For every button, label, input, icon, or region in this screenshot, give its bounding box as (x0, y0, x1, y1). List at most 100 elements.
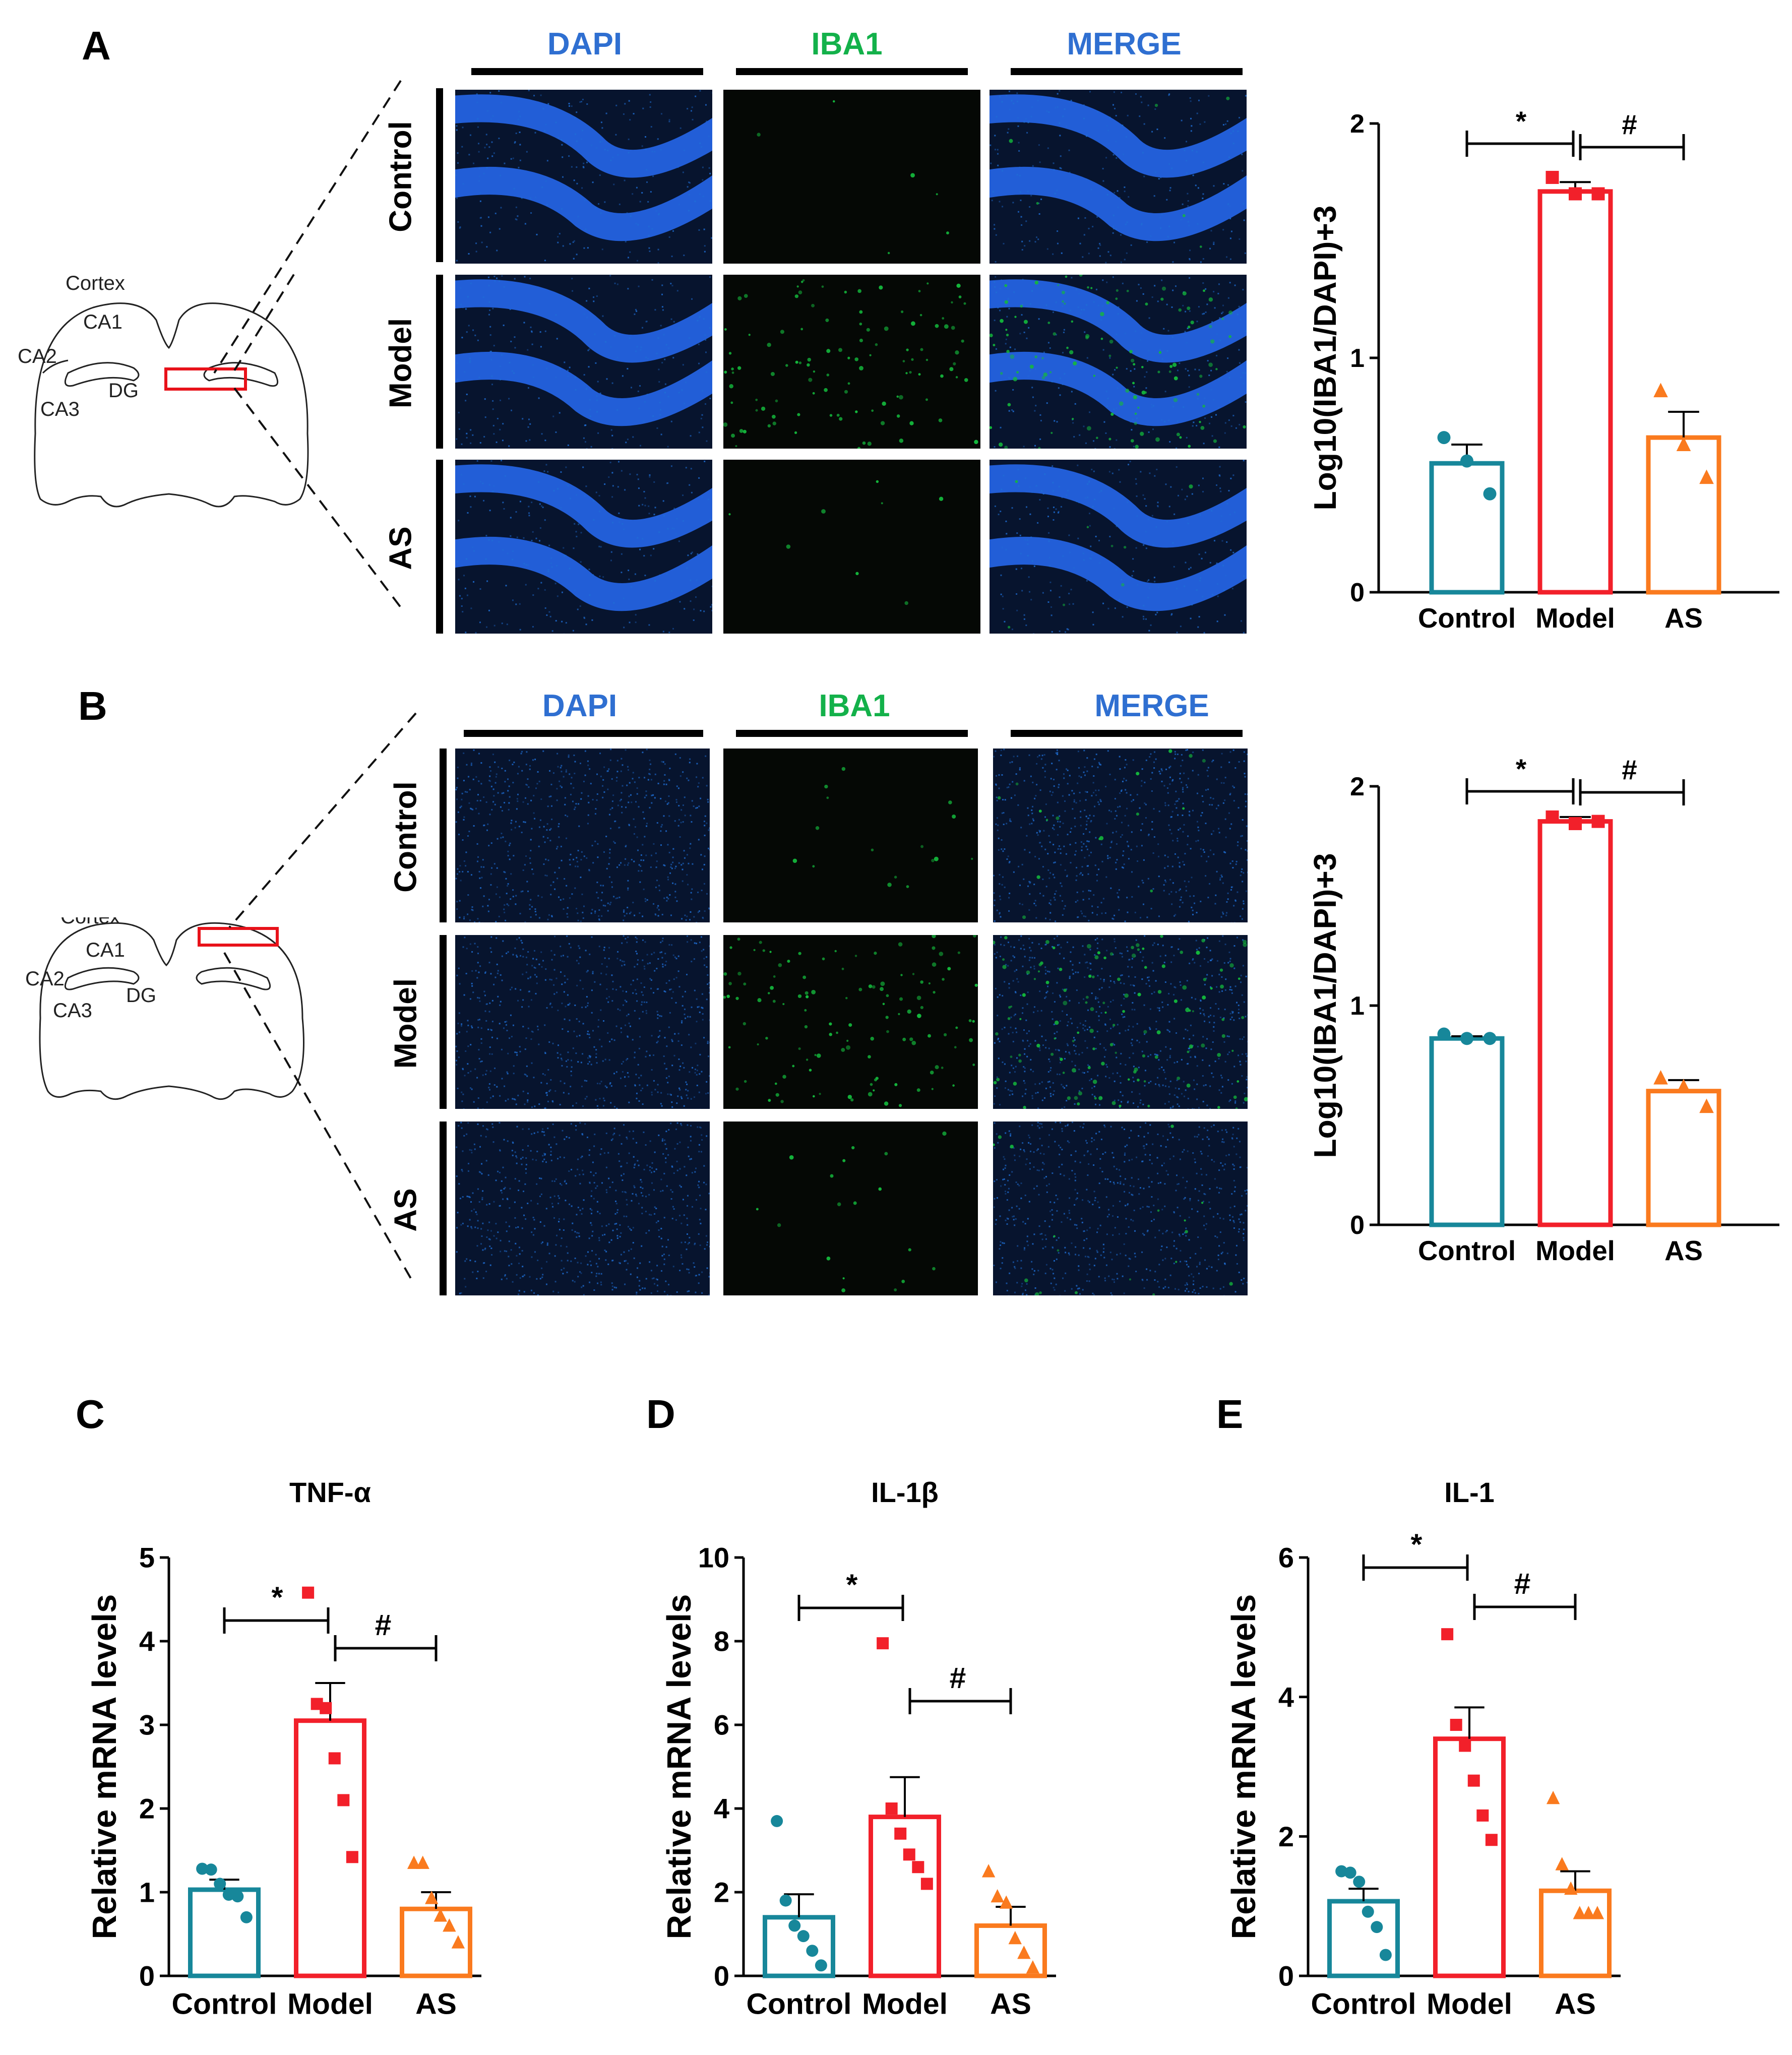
atlas-dg-a: DG (108, 380, 139, 402)
bar-as (1539, 1888, 1612, 1978)
data-point (1371, 1921, 1383, 1934)
data-point (1437, 1027, 1451, 1041)
panel-label-b: B (78, 683, 107, 728)
data-point (214, 1878, 226, 1890)
panel-label-d: D (646, 1392, 675, 1437)
data-point (771, 1815, 783, 1827)
row-bar (436, 275, 443, 449)
y-tick-label: 4 (714, 1793, 729, 1825)
y-tick-label: 0 (139, 1960, 155, 1992)
data-point (1699, 469, 1714, 484)
y-tick-label: 10 (698, 1542, 729, 1574)
atlas-dg-b: DG (126, 984, 156, 1007)
x-tick-label: AS (415, 1988, 457, 2021)
data-point (912, 1861, 924, 1874)
significance-label: # (375, 1609, 392, 1642)
y-tick-label: 0 (1278, 1960, 1294, 1992)
x-tick-label: AS (1555, 1988, 1596, 2021)
row-label-model-a: Model (383, 318, 418, 409)
y-tick-label: 0 (714, 1960, 729, 1992)
data-point (1653, 383, 1668, 398)
chart-e: IL-1 Relative mRNA levels 0 2 4 6 Control Model… (1225, 1476, 1621, 2021)
bar-control (1429, 1036, 1505, 1227)
row-bar (436, 460, 443, 634)
significance-label: * (846, 1569, 858, 1601)
data-point (903, 1848, 915, 1861)
data-point (1676, 437, 1691, 452)
y-tick-label: 3 (139, 1709, 155, 1741)
bar-control (763, 1915, 835, 1978)
x-tick-label: Model (1535, 603, 1615, 634)
micrograph-b-control-dapi (455, 749, 710, 922)
data-point (1555, 1857, 1569, 1871)
row-bar (440, 749, 447, 922)
significance-label: # (1514, 1568, 1531, 1600)
data-point (788, 1919, 801, 1932)
y-tick-label: 1 (139, 1877, 155, 1908)
data-point (320, 1702, 332, 1714)
channel-label-dapi-b: DAPI (542, 689, 617, 723)
atlas-ca2-a: CA2 (18, 345, 57, 367)
x-tick-label: Model (1427, 1988, 1512, 2021)
data-point (346, 1851, 358, 1863)
data-point (815, 1959, 827, 1972)
data-point (1460, 454, 1473, 468)
row-label-as-b: AS (388, 1188, 423, 1232)
zoom-lines-a (213, 80, 402, 374)
micrograph-b-model-merge (993, 935, 1248, 1109)
y-tick-label: 2 (139, 1793, 155, 1825)
micrograph-a-control-merge (990, 90, 1247, 264)
data-point (1569, 187, 1582, 201)
data-point (407, 1855, 421, 1869)
channel-bar (736, 730, 968, 737)
bar-model (869, 1815, 941, 1978)
data-point (1026, 1960, 1040, 1974)
x-tick-label: Control (171, 1988, 277, 2021)
data-point (779, 1894, 792, 1907)
chart-title: IL-1 (1444, 1476, 1495, 1508)
y-axis-label: Relative mRNA levels (660, 1594, 698, 1940)
data-point (1000, 1895, 1013, 1909)
y-tick-label: 2 (1278, 1821, 1294, 1852)
channel-bar (1011, 68, 1243, 75)
data-point (443, 1918, 456, 1932)
y-tick-label: 2 (1350, 109, 1365, 139)
data-point (328, 1752, 341, 1765)
atlas-cortex-a: Cortex (66, 272, 125, 294)
chart-c: TNF-α Relative mRNA levels 0 1 2 3 4 5 Control Mo… (86, 1476, 481, 2021)
row-bar (440, 1122, 447, 1295)
chart-title: IL-1β (871, 1476, 939, 1508)
significance-label: # (950, 1662, 966, 1695)
data-point (1362, 1905, 1374, 1918)
micrograph-a-as-merge (990, 460, 1247, 634)
data-point (1590, 1906, 1604, 1919)
panel-label-a: A (82, 23, 111, 68)
data-point (231, 1890, 244, 1903)
micrograph-b-control-iba (723, 749, 978, 922)
x-tick-label: Model (862, 1988, 948, 2021)
data-point (1379, 1949, 1392, 1961)
data-point (1653, 1070, 1668, 1085)
micrograph-a-model-iba (723, 275, 980, 449)
data-point (1591, 815, 1605, 828)
atlas-cortex-b: Cortex (60, 917, 120, 928)
data-point (1017, 1945, 1031, 1959)
x-tick-label: Control (1311, 1988, 1416, 2021)
data-point (1008, 1931, 1022, 1945)
data-point (434, 1908, 447, 1922)
x-tick-label: Control (746, 1988, 851, 2021)
y-tick-label: 4 (139, 1626, 155, 1657)
data-point (1546, 170, 1559, 184)
panel-label-e: E (1216, 1392, 1244, 1437)
y-tick-label: 5 (139, 1542, 155, 1574)
zoom-lines-b (223, 712, 417, 1283)
micrograph-b-as-merge (993, 1122, 1248, 1295)
data-point (1467, 1774, 1480, 1787)
data-point (885, 1802, 898, 1815)
data-point (1483, 1032, 1497, 1045)
atlas-ca3-a: CA3 (40, 398, 80, 420)
data-point (196, 1862, 209, 1875)
micrograph-a-model-dapi (455, 275, 712, 449)
channel-label-iba1-a: IBA1 (811, 27, 883, 61)
x-tick-label: AS (1664, 1235, 1703, 1266)
